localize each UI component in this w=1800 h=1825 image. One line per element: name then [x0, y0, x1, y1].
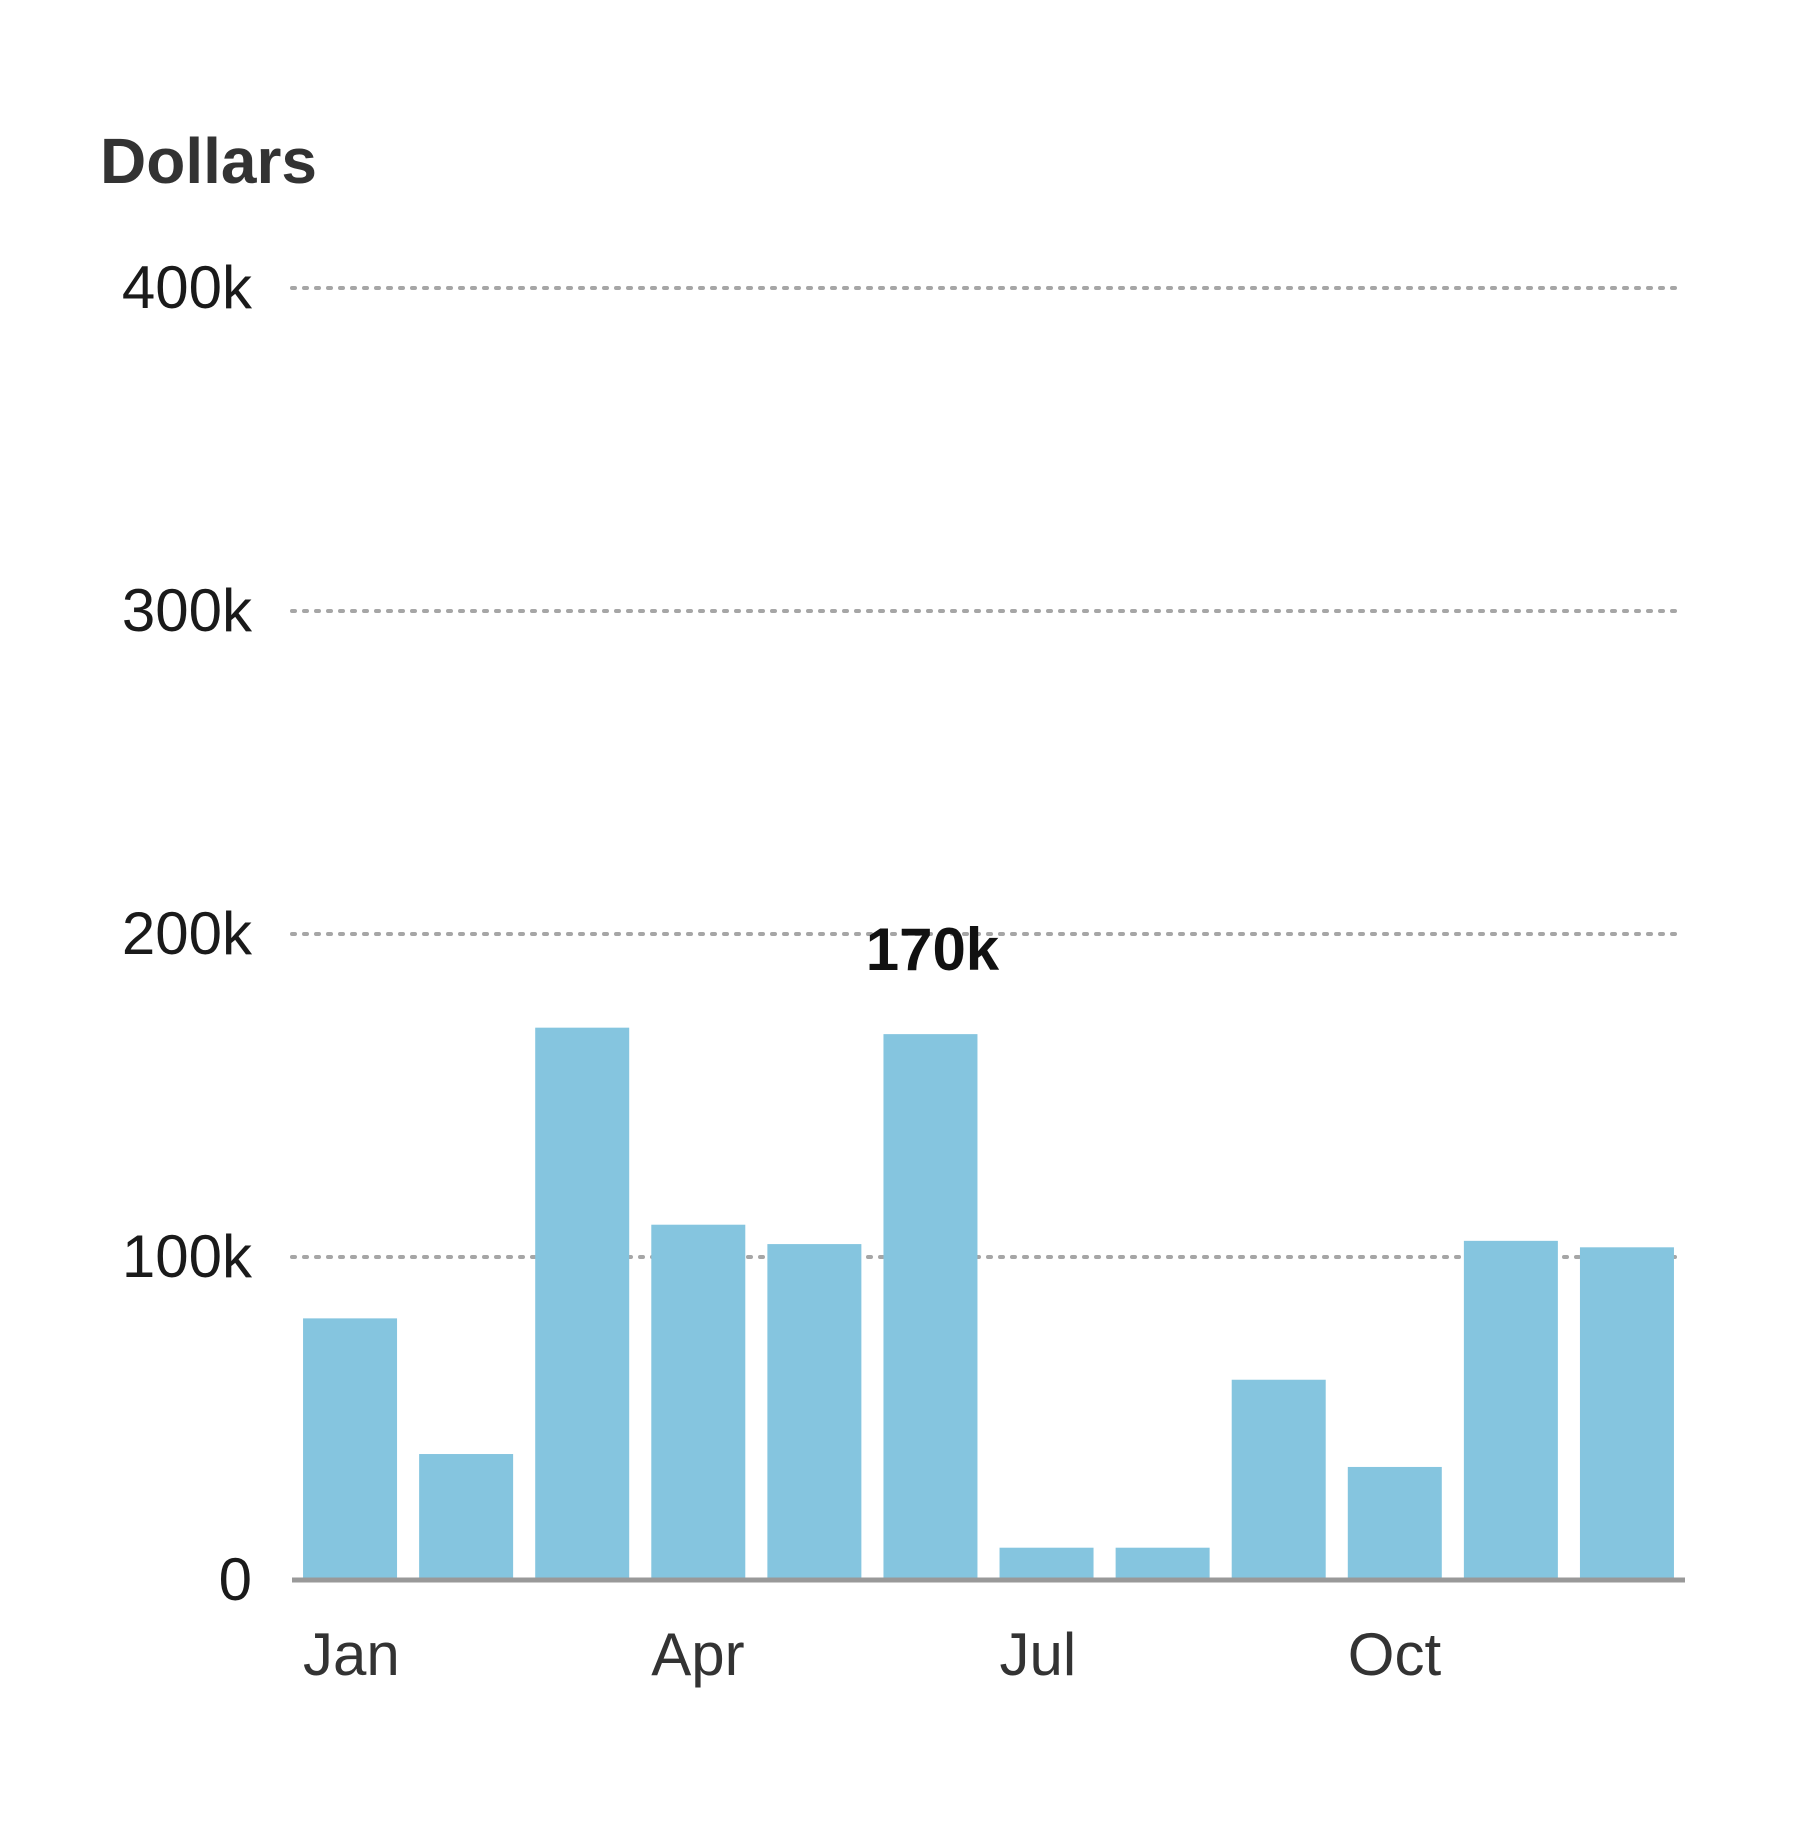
y-tick-label: 200k [122, 900, 253, 967]
bar-sep [1231, 1379, 1326, 1580]
y-tick-label: 0 [219, 1546, 252, 1613]
bar-jun [883, 1034, 978, 1580]
x-tick-label: Oct [1348, 1621, 1442, 1688]
gridlines [290, 286, 1684, 1259]
annotations: 170k [866, 916, 1000, 983]
bar-may [767, 1244, 862, 1580]
y-tick-label: 100k [122, 1223, 253, 1290]
bar-oct [1347, 1466, 1442, 1580]
bar-nov [1463, 1240, 1558, 1580]
bar-jan [303, 1318, 398, 1580]
y-tick-label: 400k [122, 254, 253, 321]
bar-aug [1115, 1547, 1210, 1580]
bar-mar [535, 1027, 630, 1580]
bar-jul [999, 1547, 1094, 1580]
bar-value-label: 170k [866, 916, 1000, 983]
y-axis-title: Dollars [100, 125, 317, 197]
x-tick-label: Jul [1000, 1621, 1077, 1688]
y-axis-ticks: 0 100k 200k 300k 400k [122, 254, 253, 1613]
bars [303, 1027, 1674, 1580]
bar-feb [419, 1454, 514, 1580]
x-tick-label: Apr [651, 1621, 744, 1688]
y-tick-label: 300k [122, 577, 253, 644]
x-tick-label: Jan [303, 1621, 400, 1688]
x-axis-ticks: Jan Apr Jul Oct [303, 1621, 1441, 1688]
bar-dec [1579, 1247, 1674, 1580]
bar-apr [651, 1224, 746, 1580]
